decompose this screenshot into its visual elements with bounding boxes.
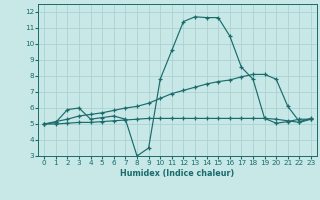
X-axis label: Humidex (Indice chaleur): Humidex (Indice chaleur) bbox=[120, 169, 235, 178]
